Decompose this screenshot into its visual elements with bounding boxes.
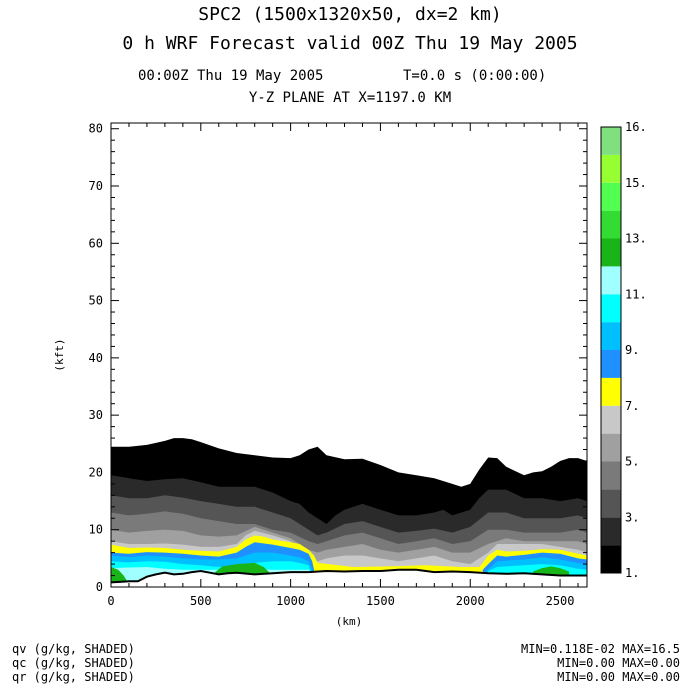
x-tick-label: 2500 <box>546 594 575 608</box>
colorbar-swatch <box>601 294 621 323</box>
terrain-line <box>111 568 587 584</box>
colorbar-label: 13. <box>625 232 647 246</box>
colorbar-swatch <box>601 182 621 211</box>
colorbar-swatch <box>601 377 621 406</box>
colorbar-swatch <box>601 517 621 546</box>
colorbar-swatch <box>601 405 621 434</box>
colorbar-label: 5. <box>625 455 639 469</box>
colorbar-label: 16. <box>625 120 647 134</box>
plot-frame <box>110 122 588 588</box>
x-tick-label: 2000 <box>456 594 485 608</box>
shaded-field <box>111 438 587 587</box>
axes: 0 500 1000 1500 2000 2500 0 10 20 30 40 50 60 70 80 (km… <box>53 122 587 628</box>
colorbar-swatch <box>601 127 621 155</box>
y-tick-label: 0 <box>96 580 103 594</box>
y-tick-label: 40 <box>89 351 103 365</box>
terrain <box>111 568 587 587</box>
chart-title: SPC2 (1500x1320x50, dx=2 km) <box>198 4 502 25</box>
y-tick-label: 70 <box>89 179 103 193</box>
colorbar-swatch <box>601 350 621 378</box>
colorbar-swatch <box>601 266 621 295</box>
y-axis-label: (kft) <box>53 338 66 371</box>
valid-time-label: 00:00Z Thu 19 May 2005 <box>138 68 324 84</box>
y-tick-label: 80 <box>89 122 103 136</box>
colorbar-label: 11. <box>625 287 647 301</box>
x-axis-label: (km) <box>336 615 363 628</box>
colorbar-swatch <box>601 545 621 574</box>
colorbar-swatch <box>601 322 621 351</box>
y-tick-label: 30 <box>89 408 103 422</box>
y-tick-label: 10 <box>89 523 103 537</box>
colorbar-swatch <box>601 154 621 183</box>
y-tick-label: 60 <box>89 236 103 250</box>
colorbar-swatch <box>601 461 621 490</box>
y-tick-label: 50 <box>89 294 103 308</box>
y-tick-label: 20 <box>89 465 103 479</box>
x-tick-label: 0 <box>107 594 114 608</box>
chart-subtitle: 0 h WRF Forecast valid 00Z Thu 19 May 20… <box>122 33 578 54</box>
footer-field-stats: MIN=0.118E-02 MAX=16.5 <box>521 642 680 656</box>
simulation-time-label: T=0.0 s (0:00:00) <box>403 68 547 84</box>
colorbar-label: 15. <box>625 176 647 190</box>
x-tick-label: 500 <box>190 594 212 608</box>
colorbar-label: 9. <box>625 343 639 357</box>
colorbar-swatch <box>601 210 621 239</box>
footer-field-label: qc (g/kg, SHADED) <box>12 656 135 670</box>
footer-field-label: qr (g/kg, SHADED) <box>12 670 135 684</box>
x-tick-label: 1500 <box>366 594 395 608</box>
plane-label: Y-Z PLANE AT X=1197.0 KM <box>248 90 452 106</box>
footer-field-stats: MIN=0.00 MAX=0.00 <box>557 656 680 670</box>
colorbar: 1. 3. 5. 7. 9. 11. 13. 15. 16. <box>600 120 647 580</box>
footer-field-stats: MIN=0.00 MAX=0.00 <box>557 670 680 684</box>
colorbar-swatch <box>601 433 621 462</box>
colorbar-label: 7. <box>625 399 639 413</box>
colorbar-swatch <box>601 238 621 267</box>
colorbar-label: 3. <box>625 510 639 524</box>
colorbar-frame <box>600 126 622 574</box>
colorbar-label: 1. <box>625 566 639 580</box>
x-tick-label: 1000 <box>276 594 305 608</box>
footer-field-label: qv (g/kg, SHADED) <box>12 642 135 656</box>
colorbar-swatch <box>601 489 621 518</box>
